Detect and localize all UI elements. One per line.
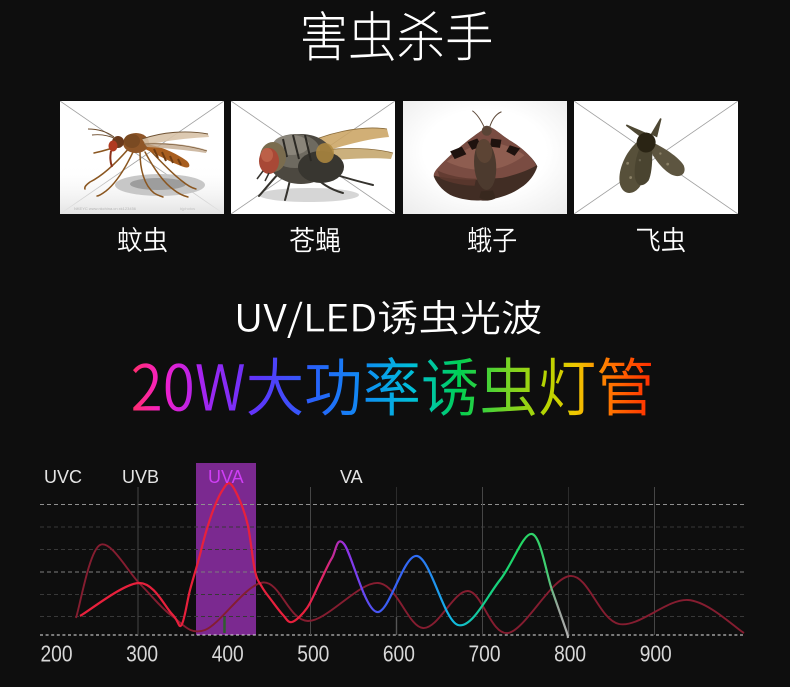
svg-text:800: 800 xyxy=(554,641,586,667)
svg-text:300: 300 xyxy=(126,641,158,667)
svg-text:600: 600 xyxy=(383,641,415,667)
svg-text:bjphotos: bjphotos xyxy=(180,206,195,211)
svg-text:VA: VA xyxy=(340,467,363,487)
svg-text:500: 500 xyxy=(297,641,329,667)
svg-text:UVB: UVB xyxy=(122,467,159,487)
svg-text:NKEYC www.nkchina.cn xk1234: NKEYC www.nkchina.cn xk123456 xyxy=(74,206,137,211)
svg-text:UVC: UVC xyxy=(44,467,82,487)
svg-text:700: 700 xyxy=(469,641,501,667)
svg-text:400: 400 xyxy=(212,641,244,667)
svg-text:900: 900 xyxy=(640,641,672,667)
svg-text:UVA: UVA xyxy=(208,467,244,487)
svg-text:200: 200 xyxy=(41,641,73,667)
